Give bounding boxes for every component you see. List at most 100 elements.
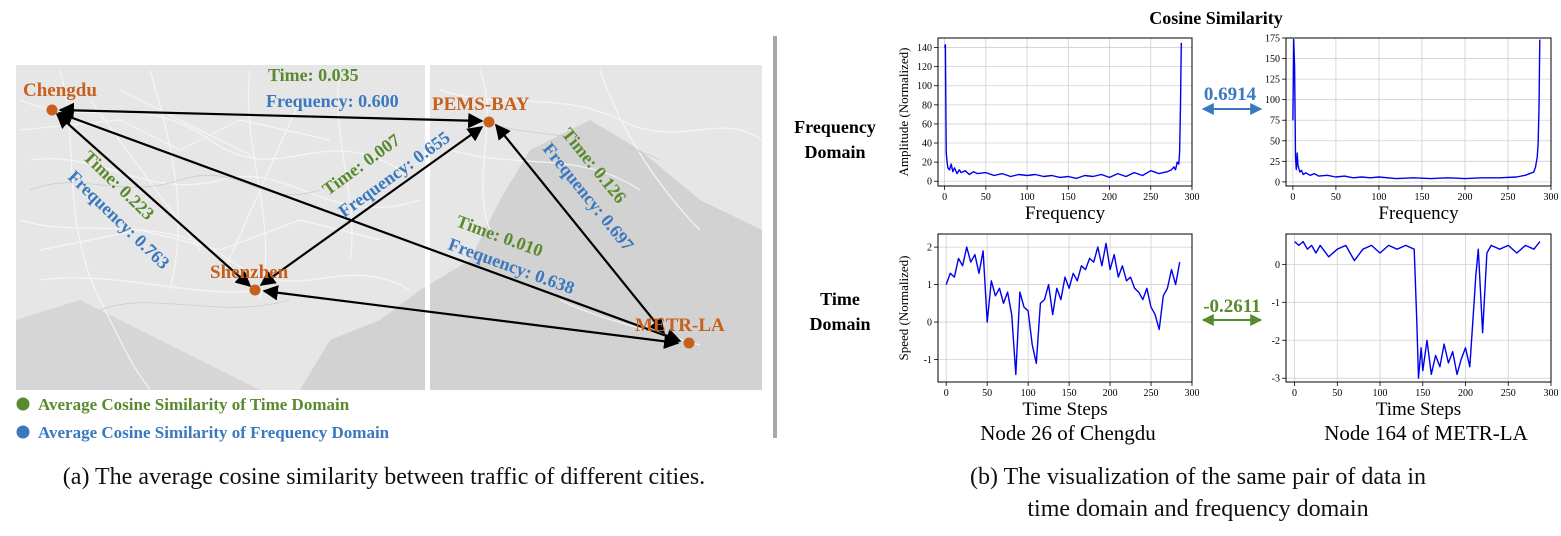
freq_left-y-tick-label: 120 [917,62,932,73]
caption-b-line1: (b) The visualization of the same pair o… [970,464,1426,490]
edge-shenzhen-metrla [262,285,680,349]
city-label-chengdu: Chengdu [23,80,97,101]
caption-a: (a) The average cosine similarity betwee… [63,464,705,490]
freq_right-x-tick-label: 300 [1544,192,1559,203]
freq-similarity-value: 0.6914 [1204,84,1257,105]
chart-frequency-metrla: 0 50 100 150 200 250 300 0 25 50 75 100 125 150 175 Fre… [1265,34,1559,225]
freq_right-y-tick-label: 25 [1270,157,1280,168]
time_right-x-tick-label: 200 [1458,388,1473,399]
time_right-y-tick-label: -1 [1272,298,1280,309]
freq_right-x-tick-label: 250 [1500,192,1515,203]
time_right-x-tick-label: 250 [1501,388,1516,399]
node-label-left: Node 26 of Chengdu [980,421,1156,445]
freq_right-series-line [1292,38,1541,180]
row-label-frequency-2: Domain [804,142,865,162]
time_right-x-axis-label: Time Steps [1376,399,1461,420]
freq_right-y-tick-label: 150 [1265,54,1280,65]
freq_right-y-tick-label: 50 [1270,136,1280,147]
time_left-x-tick-label: 300 [1185,388,1200,399]
panel-separator [773,36,777,438]
city-label-pemsbay: PEMS-BAY [432,94,530,115]
freq_left-y-tick-label: 140 [917,43,932,54]
freq_left-x-tick-label: 50 [981,192,991,203]
time_left-y-tick-label: -1 [924,355,932,366]
time_left-plot-area [938,234,1192,382]
freq_left-y-tick-label: 0 [927,177,932,188]
freq_right-y-tick-label: 0 [1275,177,1280,188]
similarity-arrows: 0.6914 -0.2611 [1201,84,1263,326]
time_right-x-tick-label: 300 [1544,388,1559,399]
panel-b: Cosine Similarity Frequency Domain Time … [794,8,1558,522]
time_left-series-line [945,242,1181,376]
node-label-right: Node 164 of METR-LA [1324,421,1528,445]
freq_right-x-tick-label: 150 [1414,192,1429,203]
time_right-x-tick-label: 50 [1332,388,1342,399]
freq_right-x-axis-label: Frequency [1378,203,1459,224]
time_right-x-tick-label: 150 [1415,388,1430,399]
city-dot-pemsbay [483,116,495,128]
freq_left-series-line [943,42,1182,180]
map-legend: Average Cosine Similarity of Time Domain… [16,395,390,442]
time_left-x-tick-label: 200 [1103,388,1118,399]
legend-time-dot [16,397,30,411]
row-label-time-2: Domain [809,314,870,334]
time_left-x-tick-label: 250 [1144,388,1159,399]
city-dots [46,104,695,349]
freq_right-x-tick-label: 200 [1457,192,1472,203]
time_left-x-tick-label: 150 [1062,388,1077,399]
chart-frequency-chengdu: 0 50 100 150 200 250 300 0 20 40 60 80 100 120 140 Freq… [896,37,1200,224]
freq_left-y-tick-label: 100 [917,81,932,92]
time_left-y-tick-label: 0 [927,318,932,329]
freq_right-frame [1285,37,1552,187]
freq_right-y-tick-label: 125 [1265,75,1280,86]
freq_right-x-tick-label: 0 [1290,192,1295,203]
freq_left-y-tick-label: 40 [922,139,932,150]
chart-time-chengdu: 0 50 100 150 200 250 300 -1 0 1 2 Time Steps Speed (… [896,233,1200,420]
freq_left-y-tick-label: 80 [922,100,932,111]
time-similarity-value: -0.2611 [1203,296,1261,317]
map-panel: Chengdu PEMS-BAY Shenzhen METR-LA Time: … [16,65,762,490]
time_right-y-tick-label: -2 [1272,336,1280,347]
time_right-x-tick-label: 100 [1373,388,1388,399]
freq_right-y-tick-label: 75 [1270,116,1280,127]
city-dot-metrla [683,337,695,349]
chart-time-metrla: 0 50 100 150 200 250 300 -3 -2 -1 0 Time Steps [1272,233,1559,420]
city-dot-chengdu [46,104,58,116]
edge-label-freq-chengdu-pemsbay: Frequency: 0.600 [266,91,399,111]
city-label-metrla: METR-LA [635,315,725,336]
time_left-frame [937,233,1193,383]
legend-freq-dot [16,425,30,439]
freq_left-x-tick-label: 250 [1143,192,1158,203]
freq_left-x-tick-label: 100 [1020,192,1035,203]
time_right-frame [1285,233,1552,383]
freq_left-y-axis-label: Amplitude (Normalized) [896,48,911,177]
time_left-x-tick-label: 50 [982,388,992,399]
row-label-frequency-1: Frequency [794,117,876,137]
freq_left-plot-area [938,38,1192,186]
time_left-y-tick-label: 1 [927,280,932,291]
freq_right-plot-area [1286,38,1551,186]
freq_left-x-tick-label: 300 [1185,192,1200,203]
time_left-y-axis-label: Speed (Normalized) [896,255,911,360]
freq_left-x-tick-label: 200 [1102,192,1117,203]
time_right-y-tick-label: -3 [1272,374,1280,385]
time_left-x-tick-label: 100 [1021,388,1036,399]
city-dot-shenzhen [249,284,261,296]
freq_left-x-tick-label: 0 [942,192,947,203]
time_right-x-tick-label: 0 [1292,388,1297,399]
row-label-time-1: Time [820,289,860,309]
time_right-y-tick-label: 0 [1275,260,1280,271]
map-divider [425,65,430,390]
freq_left-y-tick-label: 20 [922,158,932,169]
freq_right-y-tick-label: 175 [1265,34,1280,45]
legend-freq-label: Average Cosine Similarity of Frequency D… [38,423,390,442]
legend-time-label: Average Cosine Similarity of Time Domain [38,395,350,414]
freq_right-y-tick-label: 100 [1265,95,1280,106]
edge-label-time-chengdu-pemsbay: Time: 0.035 [268,65,359,85]
freq_left-frame [937,37,1193,187]
freq_right-x-tick-label: 100 [1371,192,1386,203]
freq_left-x-tick-label: 150 [1061,192,1076,203]
city-label-shenzhen: Shenzhen [210,262,289,283]
freq_left-y-tick-label: 60 [922,119,932,130]
